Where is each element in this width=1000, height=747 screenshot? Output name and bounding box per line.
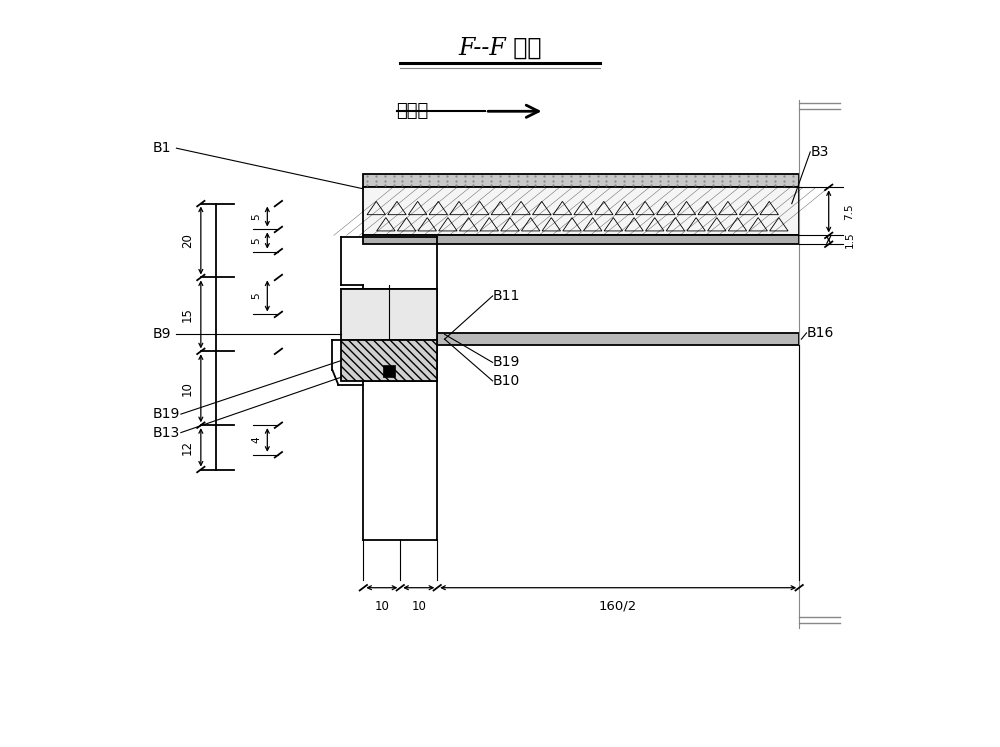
Text: 7.5: 7.5	[844, 203, 854, 220]
Text: 12: 12	[181, 440, 194, 455]
Bar	[383, 365, 395, 377]
Text: B9: B9	[153, 327, 171, 341]
Text: 5: 5	[251, 238, 261, 244]
Text: B11: B11	[493, 289, 520, 303]
Text: 纵桥向: 纵桥向	[397, 102, 429, 120]
Bar	[341, 288, 437, 341]
Text: 160/2: 160/2	[599, 600, 637, 613]
Text: B10: B10	[493, 374, 520, 388]
Text: F--F 剖面: F--F 剖面	[458, 37, 542, 60]
Bar	[363, 235, 799, 244]
Text: B13: B13	[153, 426, 180, 439]
Text: 4: 4	[251, 437, 261, 443]
Text: B19: B19	[493, 356, 520, 370]
Text: 10: 10	[411, 600, 426, 613]
Bar	[341, 341, 437, 381]
Text: B3: B3	[810, 145, 829, 159]
Text: 15: 15	[181, 307, 194, 322]
Bar	[363, 333, 799, 345]
Text: B16: B16	[807, 326, 834, 340]
Text: 5: 5	[251, 213, 261, 220]
Bar	[363, 187, 799, 235]
Text: B1: B1	[153, 141, 171, 155]
Text: 5: 5	[251, 293, 261, 300]
Text: B19: B19	[153, 407, 180, 421]
Bar	[363, 174, 799, 187]
Text: 10: 10	[374, 600, 389, 613]
Text: 1.5: 1.5	[844, 232, 854, 248]
Text: 20: 20	[181, 233, 194, 248]
Text: 10: 10	[181, 381, 194, 396]
